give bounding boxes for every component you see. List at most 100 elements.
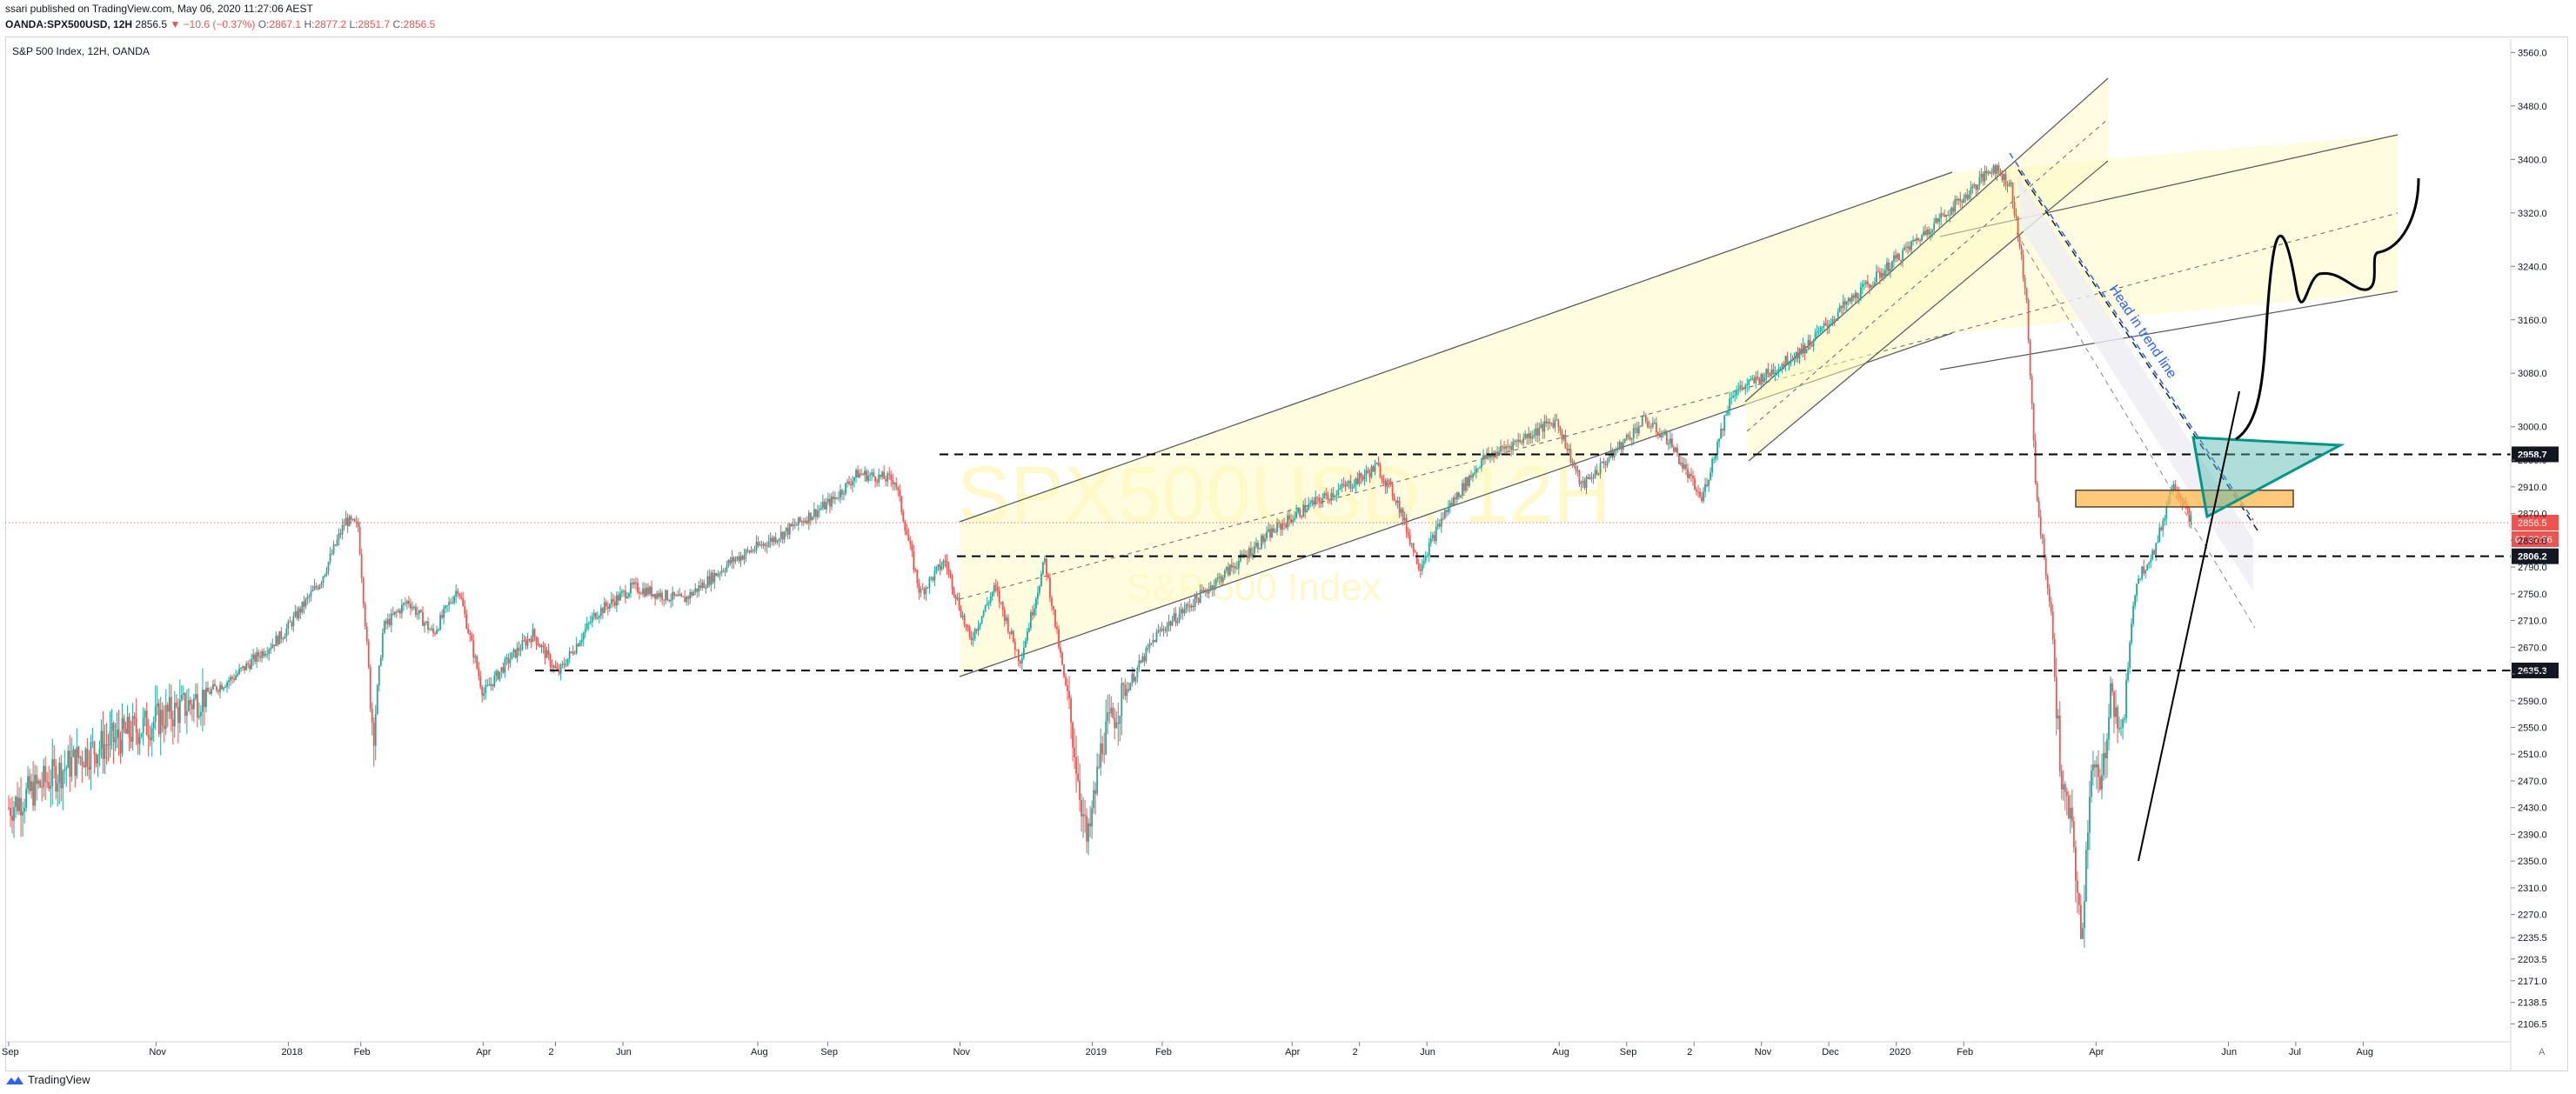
candle-body: [836, 497, 838, 499]
x-tick-label: Nov: [149, 1047, 166, 1057]
candle-body: [1984, 170, 1986, 182]
candle-body: [1763, 377, 1766, 383]
tradingview-footer[interactable]: TradingView: [5, 1073, 90, 1086]
candle-body: [1001, 602, 1004, 610]
support-trend-line[interactable]: [2138, 390, 2240, 862]
candle-body: [93, 742, 96, 755]
candle-body: [846, 481, 848, 484]
last-price-axis-label: 2856.5: [2518, 518, 2547, 529]
steep-channel-lower[interactable]: [1748, 160, 2109, 462]
candle-body: [1054, 609, 1056, 627]
candle-body: [1671, 438, 1673, 448]
candle-body: [1143, 656, 1146, 662]
candle-body: [1510, 446, 1513, 450]
channel-upper-line[interactable]: [959, 171, 1953, 523]
candle-body: [1507, 446, 1509, 448]
falling-channel[interactable]: [2017, 174, 2253, 591]
candle-body: [1192, 605, 1194, 607]
steep-channel-upper[interactable]: [1744, 77, 2109, 403]
symmetrical-triangle[interactable]: [2191, 436, 2345, 519]
channel2-lower-line[interactable]: [1939, 290, 2399, 370]
candle-body: [1608, 457, 1610, 461]
candle-body: [1587, 477, 1589, 479]
candle-body: [2165, 505, 2168, 518]
candle-body: [1945, 215, 1948, 217]
falling-channel-lower[interactable]: [2016, 232, 2256, 629]
candle-body: [1391, 484, 1394, 497]
candle-body: [350, 516, 352, 520]
candle-body: [743, 555, 746, 560]
candle-body: [1649, 426, 1652, 428]
candle-body: [1944, 214, 1946, 217]
auto-scale-toggle[interactable]: A: [2539, 1047, 2546, 1057]
candle-body: [1550, 423, 1553, 424]
candle-body: [97, 754, 99, 764]
candle-body: [2029, 340, 2031, 377]
candle-body: [1909, 246, 1910, 250]
candle-body: [1898, 253, 1900, 261]
candle-body: [710, 572, 713, 585]
candle-body: [1561, 430, 1563, 440]
candle-body: [813, 509, 815, 517]
chart-pane[interactable]: [5, 37, 2568, 1071]
candle-body: [1162, 628, 1165, 630]
candle-body: [1743, 387, 1745, 390]
candle-body: [303, 601, 305, 607]
y-tick-label: 3560.0: [2518, 48, 2547, 58]
head-trend-line[interactable]: [2009, 152, 2254, 521]
candle-body: [1321, 498, 1324, 504]
candle-body: [1826, 325, 1829, 328]
candle-body: [1683, 464, 1685, 469]
candle-body: [228, 680, 230, 683]
pane-title: S&P 500 Index, 12H, OANDA: [12, 45, 150, 57]
candle-body: [266, 653, 269, 655]
candle-body: [282, 638, 284, 640]
steep-channel[interactable]: [1745, 78, 2108, 461]
x-tick-label: Apr: [476, 1047, 491, 1057]
candle-body: [1129, 683, 1132, 690]
candle-body: [178, 699, 181, 724]
candle-body: [1637, 426, 1640, 434]
projected-path[interactable]: [2235, 177, 2420, 441]
candle-body: [1938, 217, 1941, 223]
candle-body: [1295, 511, 1298, 518]
candle-body: [1542, 424, 1544, 432]
candle-body: [596, 617, 599, 619]
candle-body: [1332, 493, 1335, 497]
high-value: 2877.2: [314, 18, 347, 30]
candle-body: [1665, 430, 1668, 444]
candle-body: [1278, 523, 1280, 524]
last-price-badge: [2512, 514, 2559, 530]
candle-body: [961, 616, 964, 617]
candle-body: [606, 606, 609, 609]
candle-body: [1599, 463, 1602, 474]
candle-body: [379, 657, 382, 666]
candle-body: [1285, 524, 1287, 528]
candle-body: [425, 621, 427, 624]
y-tick-label: 3240.0: [2518, 262, 2547, 272]
candle-body: [1176, 621, 1179, 624]
candle-body: [37, 780, 40, 784]
candle-body: [1942, 213, 1944, 215]
candle-body: [492, 684, 494, 687]
candle-body: [897, 487, 900, 490]
candle-body: [1564, 434, 1567, 449]
candle-body: [726, 564, 728, 571]
candle-body: [1812, 340, 1815, 347]
rising-channel-large[interactable]: [960, 172, 1952, 677]
candle-body: [1457, 492, 1460, 497]
candle-body: [1687, 469, 1689, 478]
candle-body: [1769, 373, 1771, 376]
candle-body: [797, 517, 800, 525]
candle-body: [69, 750, 71, 777]
candle-body: [2069, 807, 2071, 819]
candle-body: [558, 669, 560, 674]
candle-body: [1481, 459, 1482, 468]
candle-body: [2032, 403, 2035, 441]
candle-body: [1842, 301, 1844, 309]
candle-body: [1029, 611, 1032, 629]
steep-channel-mid[interactable]: [1746, 118, 2109, 432]
resistance-zone[interactable]: [2075, 489, 2294, 508]
candle-body: [542, 645, 545, 647]
